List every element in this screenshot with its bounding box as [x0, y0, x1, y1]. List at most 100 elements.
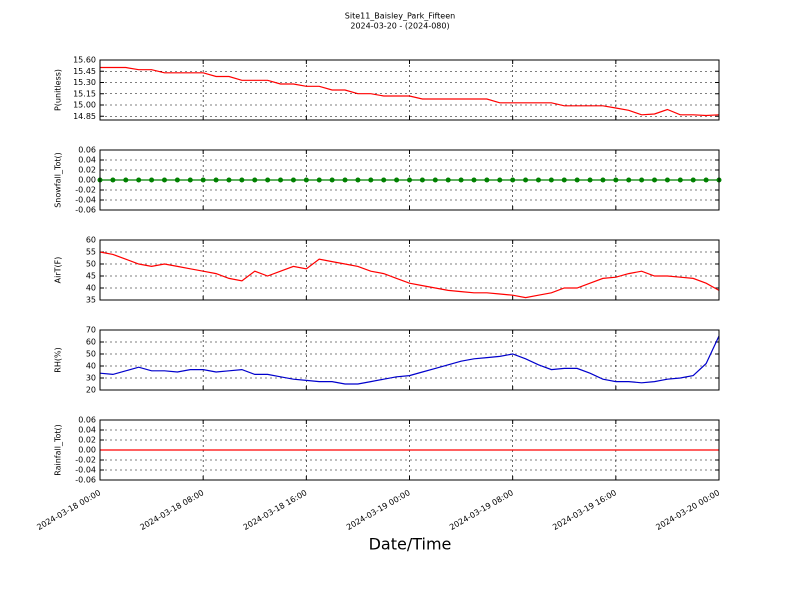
y-tick-label: 40 [86, 362, 96, 371]
series-marker [574, 177, 580, 183]
series-marker [535, 177, 541, 183]
x-tick-label: 2024-03-20 00:00 [654, 488, 721, 532]
y-tick-label: -0.06 [75, 476, 96, 485]
x-tick-label: 2024-03-19 08:00 [448, 488, 515, 532]
series-marker [497, 177, 503, 183]
series-marker [265, 177, 271, 183]
series-marker [652, 177, 658, 183]
x-tick-label: 2024-03-18 00:00 [35, 488, 102, 532]
series-marker [703, 177, 709, 183]
series-marker [639, 177, 645, 183]
y-tick-label: -0.02 [75, 456, 96, 465]
series-marker [200, 177, 206, 183]
y-tick-label: 45 [86, 272, 96, 281]
y-tick-label: 0.04 [78, 156, 96, 165]
y-tick-label: 60 [86, 236, 96, 245]
y-axis-label: P(unitless) [54, 69, 63, 111]
series-marker [587, 177, 593, 183]
y-tick-label: -0.06 [75, 206, 96, 215]
series-marker [226, 177, 232, 183]
series-marker [303, 177, 309, 183]
series-marker [445, 177, 451, 183]
y-tick-label: 0.02 [78, 436, 96, 445]
series-marker [471, 177, 477, 183]
series-marker [342, 177, 348, 183]
y-tick-label: 15.00 [73, 101, 96, 110]
series-marker [187, 177, 193, 183]
chart-title: Site11_Baisley_Park_Fifteen [345, 12, 455, 21]
series-marker [613, 177, 619, 183]
y-axis-label: Rainfall_Tot() [54, 424, 63, 476]
y-tick-label: 0.00 [78, 176, 96, 185]
series-marker [561, 177, 567, 183]
series-marker [329, 177, 335, 183]
y-tick-label: 70 [86, 326, 96, 335]
x-tick-label: 2024-03-19 16:00 [551, 488, 618, 532]
series-marker [664, 177, 670, 183]
x-tick-label: 2024-03-18 16:00 [242, 488, 309, 532]
series-marker [368, 177, 374, 183]
x-tick-label: 2024-03-19 00:00 [345, 488, 412, 532]
series-marker [213, 177, 219, 183]
y-tick-label: 20 [86, 386, 96, 395]
y-axis-label: Snowfall_Tot() [54, 152, 63, 208]
series-marker [523, 177, 529, 183]
series-marker [407, 177, 412, 183]
y-tick-label: 14.85 [73, 112, 96, 121]
series-line [99, 335, 720, 385]
y-tick-label: 15.15 [73, 89, 96, 98]
series-marker [677, 177, 683, 183]
series-marker [548, 177, 554, 183]
series-marker [278, 177, 284, 183]
series-marker [419, 177, 425, 183]
y-tick-label: 0.04 [78, 426, 96, 435]
y-tick-label: -0.04 [75, 196, 96, 205]
y-tick-label: -0.02 [75, 186, 96, 195]
series-marker [381, 177, 387, 183]
series-marker [290, 177, 296, 183]
series-marker [316, 177, 322, 183]
y-tick-label: 55 [86, 248, 96, 257]
y-tick-label: 0.06 [78, 146, 96, 155]
y-tick-label: 15.60 [73, 56, 96, 65]
y-tick-label: 60 [86, 338, 96, 347]
series-marker [355, 177, 361, 183]
plot-frame [99, 329, 720, 391]
y-tick-label: 15.30 [73, 78, 96, 87]
plot-frame [99, 149, 720, 211]
y-tick-label: 40 [86, 284, 96, 293]
series-marker [458, 177, 464, 183]
plot-frame [99, 59, 720, 121]
x-tick-label: 2024-03-18 08:00 [138, 488, 205, 532]
series-marker [252, 177, 258, 183]
y-tick-label: 35 [86, 296, 96, 305]
series-marker [690, 177, 696, 183]
series-marker [239, 177, 245, 183]
series-marker [600, 177, 606, 183]
series-marker [136, 177, 142, 183]
series-marker [484, 177, 490, 183]
y-tick-label: 0.06 [78, 416, 96, 425]
x-axis-label: Date/Time [369, 535, 452, 554]
series-marker [110, 177, 116, 183]
y-tick-label: 0.00 [78, 446, 96, 455]
series-marker [394, 177, 400, 183]
y-axis-label: RH(%) [54, 347, 63, 372]
y-tick-label: 0.02 [78, 166, 96, 175]
series-marker [626, 177, 632, 183]
series-marker [161, 177, 167, 183]
series-marker [174, 177, 180, 183]
y-tick-label: 30 [86, 374, 96, 383]
y-tick-label: -0.04 [75, 466, 96, 475]
y-tick-label: 50 [86, 260, 96, 269]
y-tick-label: 50 [86, 350, 96, 359]
series-marker [123, 177, 129, 183]
series-line [99, 251, 720, 299]
plot-frame [99, 419, 720, 481]
y-tick-label: 15.45 [73, 67, 96, 76]
chart-subtitle: 2024-03-20 - (2024-080) [350, 22, 449, 31]
y-axis-label: AirT(F) [54, 257, 63, 284]
series-marker [149, 177, 155, 183]
plot-frame [99, 239, 720, 301]
